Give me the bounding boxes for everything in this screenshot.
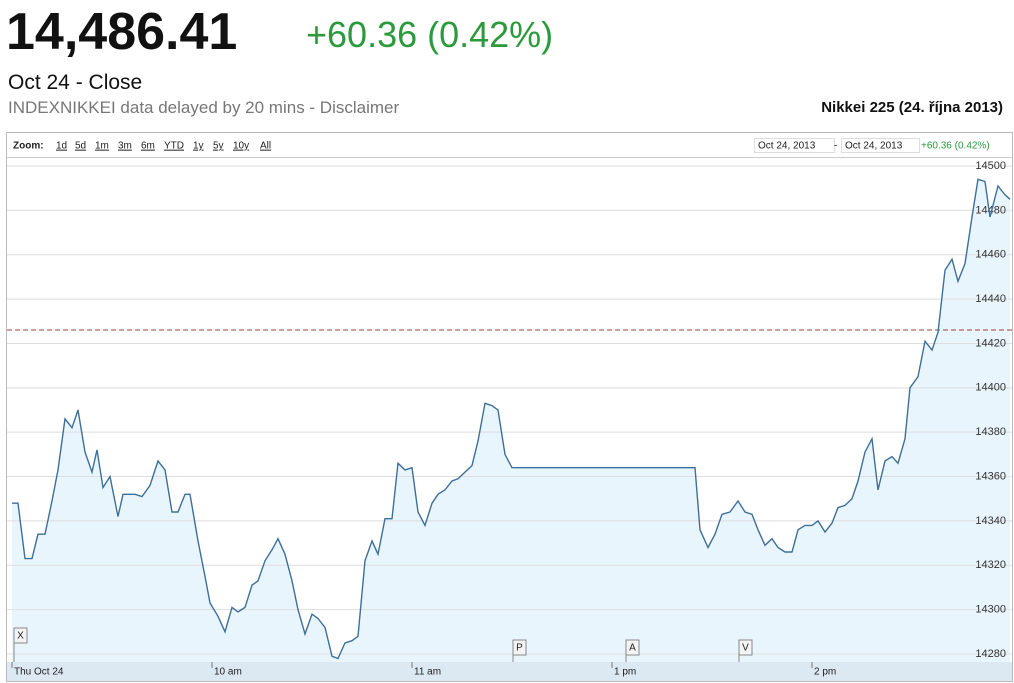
flag-box [625, 639, 640, 656]
range-change: +60.36 (0.42%) [921, 141, 990, 152]
x-tick-label: 11 am [414, 667, 441, 678]
price: 14,486.41 [6, 3, 238, 61]
x-axis-strip [7, 662, 1012, 681]
y-tick-label: 14340 [975, 515, 1006, 527]
zoom-option[interactable]: All [260, 141, 271, 152]
flag-label[interactable]: V [742, 643, 749, 654]
chart-name: Nikkei 225 (24. října 2013) [821, 99, 1003, 116]
flag-label[interactable]: A [629, 643, 636, 654]
range-box [841, 138, 920, 153]
x-tick-label: 2 pm [814, 667, 836, 678]
range-end: Oct 24, 2013 [845, 141, 903, 152]
y-tick-label: 14400 [975, 382, 1006, 394]
zoom-label: Zoom: [13, 141, 44, 152]
zoom-option[interactable]: YTD [164, 141, 184, 152]
y-tick-label: 14480 [975, 204, 1006, 216]
price-change: +60.36 (0.42%) [306, 14, 554, 55]
y-tick-label: 14320 [975, 559, 1006, 571]
y-tick-label: 14460 [975, 249, 1006, 261]
source-note: INDEXNIKKEI data delayed by 20 mins - Di… [8, 98, 400, 117]
x-tick-label: Thu Oct 24 [14, 667, 64, 678]
zoom-option[interactable]: 3m [118, 141, 132, 152]
y-tick-label: 14360 [975, 470, 1006, 482]
y-tick-label: 14380 [975, 426, 1006, 438]
zoom-option[interactable]: 1y [193, 141, 204, 152]
x-tick-label: 10 am [214, 667, 242, 678]
zoom-option[interactable]: 6m [141, 141, 155, 152]
zoom-option[interactable]: 10y [233, 141, 249, 152]
range-box [754, 138, 835, 153]
zoom-option[interactable]: 1m [95, 141, 109, 152]
range-separator: - [834, 141, 837, 152]
price-line [12, 178, 1011, 660]
zoom-option[interactable]: 5y [213, 141, 224, 152]
flag-box [13, 627, 28, 644]
y-tick-label: 14440 [975, 293, 1006, 305]
zoom-option[interactable]: 1d [56, 141, 67, 152]
flag-box [512, 639, 527, 656]
status: Oct 24 - Close [8, 71, 143, 94]
range-start: Oct 24, 2013 [758, 141, 816, 152]
flag-label[interactable]: X [17, 631, 24, 642]
zoom-option[interactable]: 5d [75, 141, 86, 152]
chart-frame [6, 132, 1013, 682]
y-tick-label: 14420 [975, 337, 1006, 349]
y-tick-label: 14500 [975, 160, 1006, 172]
flag-box [738, 639, 753, 656]
y-tick-label: 14280 [975, 648, 1006, 660]
y-tick-label: 14300 [975, 604, 1006, 616]
x-tick-label: 1 pm [614, 667, 636, 678]
flag-label[interactable]: P [516, 643, 523, 654]
area [12, 179, 1010, 663]
